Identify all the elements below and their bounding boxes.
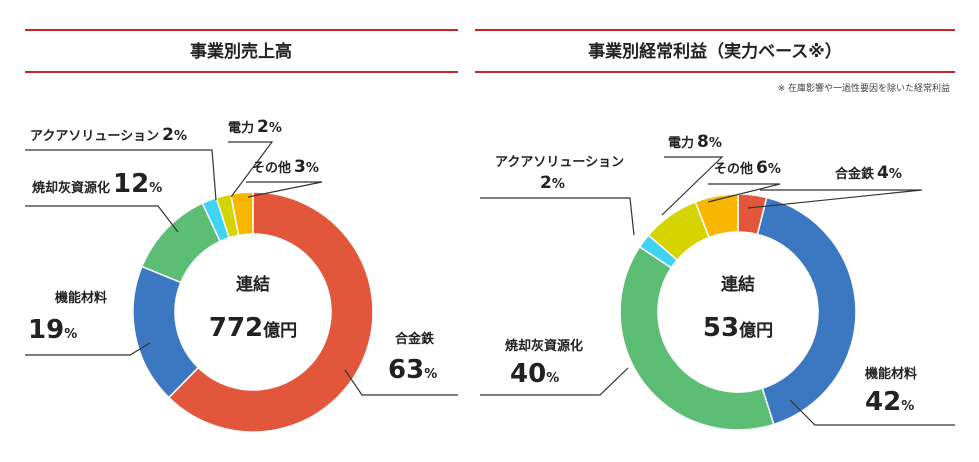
segment-label: 電力 2% [228,117,282,137]
leader-line [344,369,458,396]
note: ※ 在庫影響や一過性要因を除いた経常利益 [778,82,950,94]
segment-name: アクアソリューション [30,129,159,144]
segment-name: 合金鉄 [395,331,434,347]
segment-label: 42% [865,387,914,417]
segment-label: 40% [510,359,559,389]
center-number: 772 [209,313,263,343]
leader-line [25,342,151,356]
segment-unit: % [174,129,187,144]
segment-unit: % [552,177,565,192]
segment-unit: % [546,371,559,386]
segment-name: 焼却灰資源化 [505,338,583,354]
center-value: 53億円 [703,313,773,343]
leader-line [25,205,179,233]
segment-label: その他 6% [714,158,781,178]
segment-label: アクアソリューション 2% [30,125,187,145]
segment-value: 6 [756,158,768,178]
center-unit: 億円 [263,320,297,341]
leader-line [25,149,217,201]
center-label: 連結 [236,274,270,295]
segment-name: 機能材料 [55,290,107,306]
donut-segment [229,191,254,237]
segment-name: アクアソリューション [495,155,624,170]
segment-unit: % [889,167,902,182]
segment-value: 12 [113,169,149,199]
segment-name: 機能材料 [865,366,917,382]
donut-segment [619,245,775,431]
chart-title: 事業別経常利益（実力ベース※） [588,41,842,62]
segment-value: 40 [510,359,546,389]
segment-value: 42 [865,387,901,417]
leader-line [661,156,724,216]
segment-name: 焼却灰資源化 [32,180,110,196]
segment-value: 3 [294,157,306,177]
segment-label: 63% [388,355,437,385]
leader-line [480,367,629,396]
segment-label: 電力 8% [668,132,722,152]
segment-value: 19 [28,315,64,345]
leader-line [246,181,323,198]
center-value: 772億円 [209,313,297,343]
segment-label: 焼却灰資源化 12% [32,169,162,199]
donut-segment [132,265,200,399]
segment-value: 8 [697,132,709,152]
segment-name: 電力 [668,135,694,151]
leader-line [228,141,274,198]
leader-line [707,183,781,203]
segment-unit: % [709,136,722,151]
segment-name: 電力 [228,120,254,136]
segment-unit: % [768,162,781,177]
segment-unit: % [64,327,77,342]
leader-line [747,189,923,209]
leader-line [480,197,635,236]
center-label: 連結 [721,274,755,295]
leader-line [789,399,955,426]
segment-unit: % [306,161,319,176]
center-number: 53 [703,313,739,343]
chart-title: 事業別売上高 [190,41,292,62]
segment-value: 63 [388,355,424,385]
segment-unit: % [901,399,914,414]
segment-value: 2 [540,173,552,193]
donut-segment [167,191,374,433]
donut-segment [694,193,739,239]
segment-value: 2 [257,117,269,137]
segment-unit: % [149,181,162,196]
segment-label: その他 3% [252,157,319,177]
segment-value: 2 [162,125,174,145]
donut-segment [756,196,857,426]
center-unit: 億円 [739,320,773,341]
segment-name: その他 [252,160,291,176]
segment-name: その他 [714,161,753,177]
segment-label: 2% [540,173,565,193]
segment-label: 19% [28,315,77,345]
segment-name: 合金鉄 [835,166,874,182]
segment-unit: % [424,367,437,382]
segment-unit: % [269,121,282,136]
segment-label: 合金鉄 4% [835,163,902,183]
segment-value: 4 [877,163,889,183]
